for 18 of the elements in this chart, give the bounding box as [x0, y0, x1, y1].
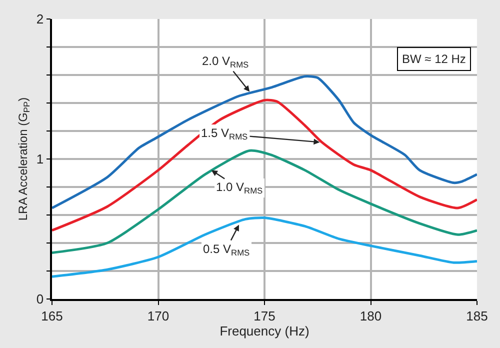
- annotation: 0.5 V$_{RMS}$: [203, 242, 250, 258]
- x-tick-label: 180: [360, 308, 382, 324]
- annotation: 2.0 V$_{RMS}$: [202, 54, 250, 70]
- line-series: [52, 75, 477, 210]
- x-tick-label: 175: [254, 308, 276, 324]
- line-series: [52, 149, 477, 254]
- annotation: 1.5 V$_{RMS}$: [201, 126, 248, 142]
- line-series: [52, 216, 477, 278]
- line-series: [52, 98, 477, 232]
- y-tick-label: 2: [36, 12, 44, 27]
- x-tick-label: 185: [466, 308, 488, 324]
- annotation: 1.0 V$_{RMS}$: [216, 180, 264, 196]
- x-tick-label: 165: [41, 308, 63, 324]
- y-tick-label: 1: [36, 152, 44, 167]
- x-tick-label: 170: [147, 308, 170, 324]
- y-tick-label: 0: [36, 292, 44, 307]
- x-axis-title: Frequency (Hz): [220, 323, 310, 338]
- annotation: BW ≈ 12 Hz: [402, 52, 466, 66]
